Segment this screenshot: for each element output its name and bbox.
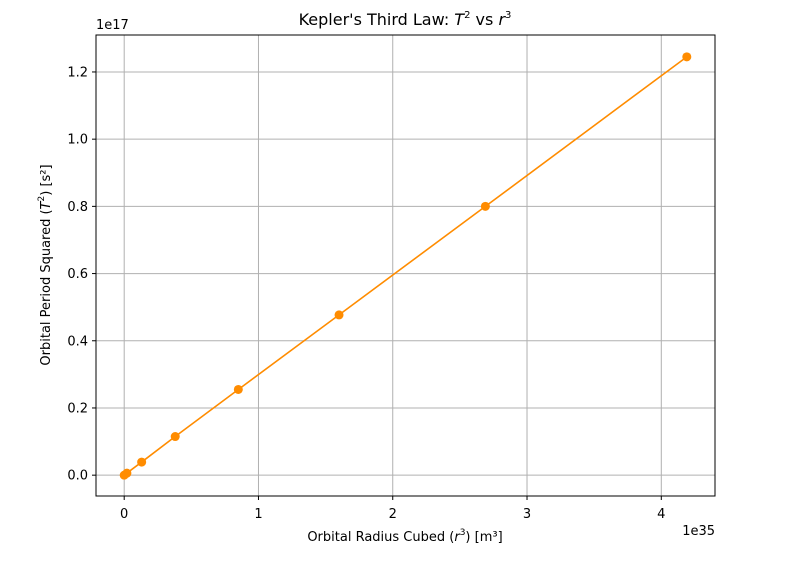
data-point: [137, 457, 147, 467]
plot-area-frame: [95, 34, 716, 497]
data-point: [170, 432, 180, 442]
chart-title: Kepler's Third Law: T2 vs r3: [299, 10, 512, 29]
y-tick-label: 0.2: [67, 401, 88, 416]
y-axis-label: Orbital Period Squared (T2) [s²]: [37, 164, 54, 365]
data-point: [233, 384, 243, 394]
y-offset-label: 1e17: [96, 18, 129, 33]
ticks: 0 1 2 3 4 0.0 0.2 0.4 0.6 0.8 1.0 1.2: [67, 65, 665, 522]
y-tick-label: 0.0: [67, 469, 88, 484]
y-tick-label: 1.2: [67, 65, 88, 80]
data-point: [122, 468, 132, 478]
x-tick-label: 3: [523, 507, 531, 522]
data-point: [682, 52, 692, 62]
y-tick-label: 0.8: [67, 200, 88, 215]
x-tick-label: 1: [254, 507, 262, 522]
y-tick-label: 0.4: [67, 334, 88, 349]
x-tick-label: 2: [389, 507, 397, 522]
x-tick-label: 4: [657, 507, 665, 522]
series-line: [123, 56, 688, 476]
x-offset-label: 1e35: [682, 524, 715, 539]
x-axis-label: Orbital Radius Cubed (r3) [m³]: [307, 528, 502, 545]
data-point: [334, 310, 344, 320]
y-tick-label: 0.6: [67, 267, 88, 282]
data-point: [480, 201, 490, 211]
grid: [96, 35, 715, 496]
series: [119, 52, 692, 480]
x-tick-label: 0: [120, 507, 128, 522]
y-tick-label: 1.0: [67, 133, 88, 148]
